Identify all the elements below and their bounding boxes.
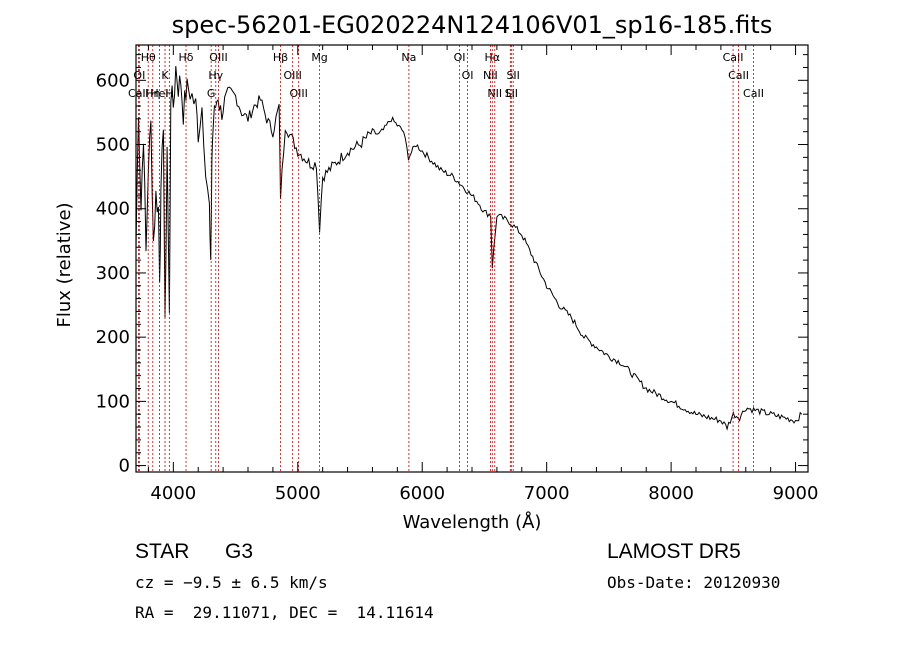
plot-area xyxy=(135,66,803,431)
spectral-line-label: OI xyxy=(462,69,474,82)
spectral-line-label: OIII xyxy=(209,51,227,64)
y-tick-label: 100 xyxy=(96,391,130,412)
spectral-line-label: Mg xyxy=(311,51,327,64)
chart-title: spec-56201-EG020224N124106V01_sp16-185.f… xyxy=(172,11,773,39)
object-subclass: G3 xyxy=(225,540,254,563)
x-tick-label: 8000 xyxy=(648,483,694,504)
object-class: STAR xyxy=(135,540,190,563)
y-tick-label: 500 xyxy=(96,135,130,156)
spectral-line-label: OIII xyxy=(289,87,307,100)
spectral-line-label: CaII xyxy=(723,51,744,64)
spectral-line-label: SII xyxy=(505,87,518,100)
spectral-line-label: NII xyxy=(487,87,502,100)
spectral-line-label: NII xyxy=(483,69,498,82)
spectral-line-label: Hη xyxy=(145,87,160,100)
spectral-line-label: HeI xyxy=(150,87,168,100)
x-axis-label: Wavelength (Å) xyxy=(403,511,542,533)
spectral-line-label: Na xyxy=(401,51,416,64)
spectral-line-label: H xyxy=(165,87,173,100)
x-tick-label: 9000 xyxy=(773,483,819,504)
spectral-line-label: CaII xyxy=(743,87,764,100)
y-tick-label: 0 xyxy=(119,456,130,477)
y-tick-label: 600 xyxy=(96,70,130,91)
x-tick-label: 7000 xyxy=(524,483,570,504)
spectral-line-label: Hθ xyxy=(141,51,156,64)
spectral-line-label: OIII xyxy=(283,69,301,82)
spectral-line-label: Hβ xyxy=(273,51,288,64)
spectral-line-label: Hδ xyxy=(179,51,194,64)
plot-frame xyxy=(135,44,809,473)
spectrum-series-line xyxy=(135,66,803,431)
spectral-line-label: CaII xyxy=(728,69,749,82)
axes: 4000 5000 6000 7000 8000 9000 0 100 200 300 400 500… xyxy=(96,44,819,504)
spectral-line-label: SII xyxy=(506,69,519,82)
spectral-line-label: G xyxy=(207,87,216,100)
y-tick-label: 300 xyxy=(96,263,130,284)
y-tick-label: 400 xyxy=(96,199,130,220)
y-tick-label: 200 xyxy=(96,327,130,348)
observation-date: Obs-Date: 20120930 xyxy=(607,573,781,592)
spectral-line-label: Hα xyxy=(485,51,501,64)
spectral-line-label: OI xyxy=(133,69,145,82)
x-tick-label: 6000 xyxy=(399,483,445,504)
x-tick-label: 4000 xyxy=(150,483,196,504)
redshift-readout: cz = −9.5 ± 6.5 km/s xyxy=(135,573,328,592)
y-axis-label: Flux (relative) xyxy=(54,202,75,327)
coordinates-readout: RA = 29.11071, DEC = 14.11614 xyxy=(135,603,434,622)
spectral-line-label: K xyxy=(161,69,169,82)
spectral-line-label: Li xyxy=(506,87,515,100)
survey-name: LAMOST DR5 xyxy=(607,540,741,563)
x-tick-label: 5000 xyxy=(275,483,321,504)
spectral-line-label: OI xyxy=(454,51,466,64)
spectral-line-label: Hγ xyxy=(208,69,223,82)
